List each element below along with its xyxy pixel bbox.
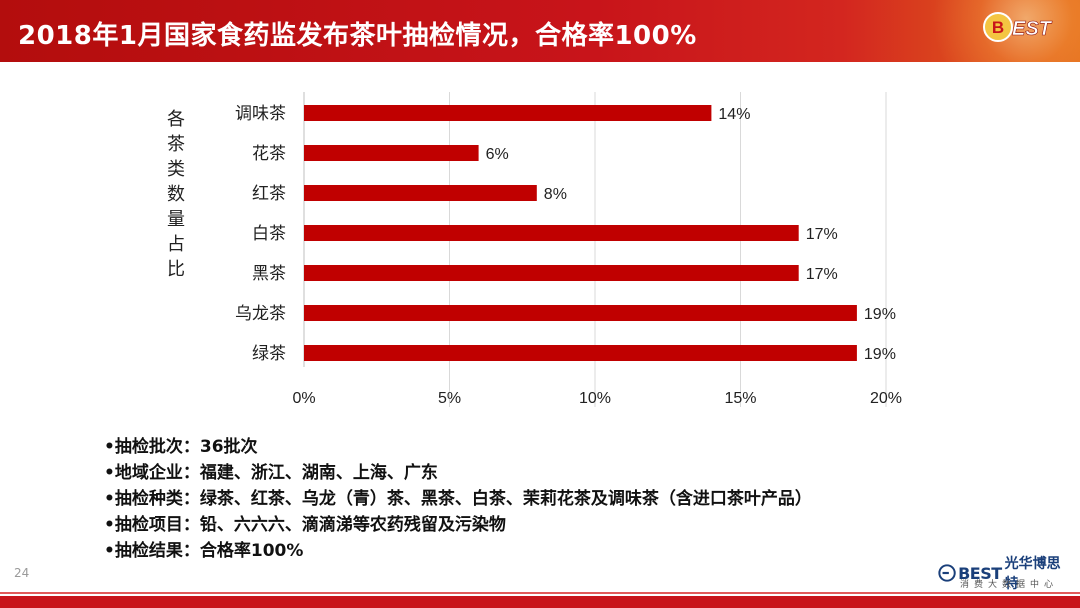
list-item-result: •抽检结果：合格率100% xyxy=(104,541,304,561)
best-circle-icon xyxy=(938,564,956,582)
bar xyxy=(304,265,799,281)
category-label: 黑茶 xyxy=(252,264,286,283)
page-number: 24 xyxy=(14,566,30,580)
data-label: 19% xyxy=(864,346,896,363)
page-title: 2018年1月国家食药监发布茶叶抽检情况，合格率100% xyxy=(18,21,697,51)
x-tick-label: 20% xyxy=(870,390,902,407)
footer-bar xyxy=(0,596,1080,608)
category-label: 乌龙茶 xyxy=(235,304,286,323)
list-item-types: •抽检种类：绿茶、红茶、乌龙（青）茶、黑茶、白茶、茉莉花茶及调味茶（含进口茶叶产… xyxy=(104,489,812,509)
footer-brand-sub: 消费大数据中心 xyxy=(960,580,1059,590)
data-label: 14% xyxy=(718,106,750,123)
data-label: 19% xyxy=(864,306,896,323)
list-item-items: •抽检项目：铅、六六六、滴滴涕等农药残留及污染物 xyxy=(104,515,506,535)
bar xyxy=(304,345,857,361)
category-label: 红茶 xyxy=(252,184,286,203)
data-label: 17% xyxy=(806,226,838,243)
footer-brand-row: BEST 光华博思特 xyxy=(938,553,1068,593)
svg-text:B: B xyxy=(992,18,1004,37)
footer-brand-best: BEST xyxy=(958,563,1002,583)
bar xyxy=(304,145,479,161)
category-label: 白茶 xyxy=(252,224,286,243)
x-tick-label: 5% xyxy=(438,390,461,407)
bar xyxy=(304,105,712,121)
data-label: 8% xyxy=(544,186,567,203)
best-logo-icon: B EST xyxy=(983,12,1053,42)
bar xyxy=(304,305,857,321)
footer-divider xyxy=(0,592,1080,594)
data-label: 6% xyxy=(486,146,509,163)
list-item-batches: •抽检批次：36批次 xyxy=(104,437,258,457)
footer-brand: BEST 光华博思特 消费大数据中心 xyxy=(938,553,1068,593)
svg-text:EST: EST xyxy=(1012,18,1053,40)
y-axis-label: 各茶类数量占比 xyxy=(167,109,185,280)
bar xyxy=(304,225,799,241)
footer-brand-cn: 光华博思特 xyxy=(1004,556,1061,592)
title-banner: 2018年1月国家食药监发布茶叶抽检情况，合格率100% B EST xyxy=(0,0,1080,62)
summary-list: •抽检批次：36批次 •地域企业：福建、浙江、湖南、上海、广东 •抽检种类：绿茶… xyxy=(104,434,1064,564)
bar-chart: 调味茶 14% 花茶 6% 红茶 8% 白茶 17% 黑茶 17% 乌龙茶 19% 绿茶 19% 0% 5% 1… xyxy=(235,92,902,407)
bar xyxy=(304,185,537,201)
x-tick-label: 0% xyxy=(292,390,315,407)
x-tick-label: 15% xyxy=(724,390,756,407)
x-tick-label: 10% xyxy=(579,390,611,407)
category-label: 花茶 xyxy=(252,144,286,163)
data-label: 17% xyxy=(806,266,838,283)
category-label: 绿茶 xyxy=(252,344,286,363)
chart-area: 调味茶 14% 花茶 6% 红茶 8% 白茶 17% 黑茶 17% 乌龙茶 19% 绿茶 19% 0% 5% 1… xyxy=(0,62,1080,432)
list-item-regions: •地域企业：福建、浙江、湖南、上海、广东 xyxy=(104,463,438,483)
category-label: 调味茶 xyxy=(235,104,286,123)
